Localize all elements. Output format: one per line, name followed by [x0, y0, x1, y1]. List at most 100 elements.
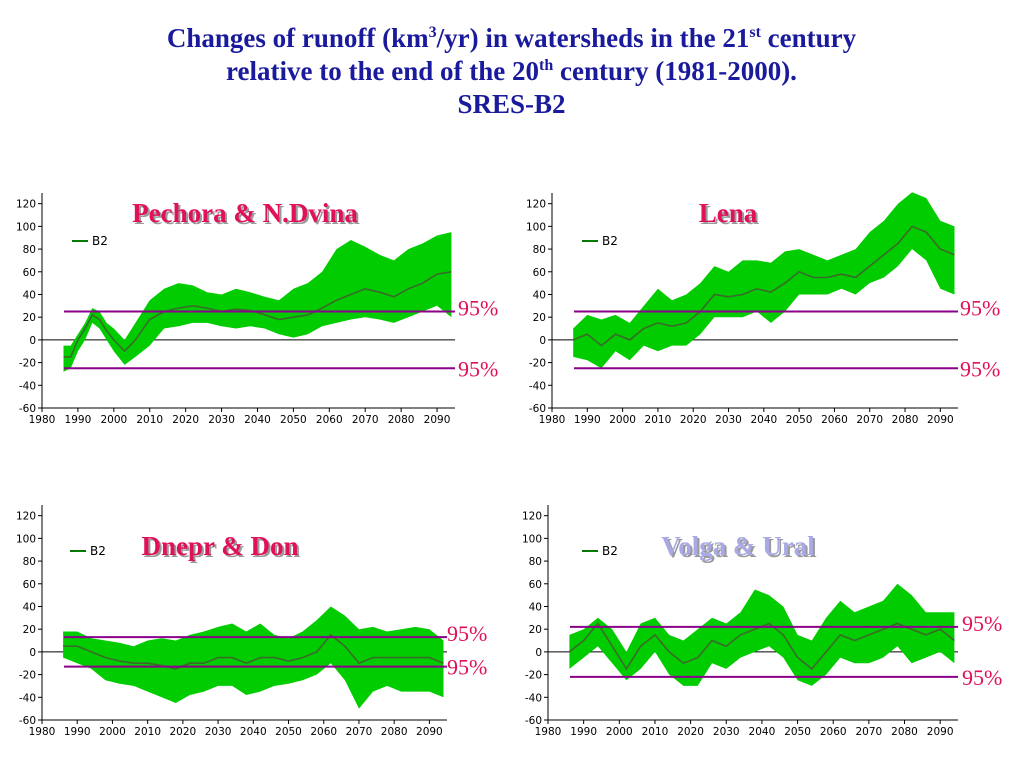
x-tick-label: 2010: [642, 726, 669, 738]
y-tick-label: 40: [533, 289, 546, 301]
x-tick-label: 2000: [609, 414, 636, 426]
x-tick-label: 2070: [346, 726, 373, 738]
title-line-3: SRES-B2: [457, 89, 566, 119]
title-line-2: relative to the end of the 20th century …: [226, 56, 797, 86]
x-tick-label: 1990: [65, 414, 92, 426]
y-tick-label: -20: [525, 670, 542, 682]
mean-line: [63, 633, 444, 670]
legend-label: B2: [90, 544, 106, 558]
x-tick-label: 2060: [820, 726, 847, 738]
x-tick-label: 2070: [352, 414, 379, 426]
threshold-label: 95%: [962, 611, 1002, 636]
chart-title-shadow: Volga & Ural: [663, 533, 817, 563]
x-tick-label: 2020: [677, 726, 704, 738]
y-tick-label: 60: [529, 579, 542, 591]
x-tick-label: 1990: [64, 726, 91, 738]
y-tick-label: 60: [23, 267, 36, 279]
x-tick-label: 2040: [240, 726, 267, 738]
y-tick-label: 20: [533, 312, 546, 324]
x-tick-label: 1980: [29, 726, 56, 738]
x-tick-label: 2060: [310, 726, 337, 738]
x-tick-label: 2010: [134, 726, 161, 738]
y-tick-label: 40: [23, 601, 36, 613]
y-tick-label: -60: [19, 403, 36, 415]
y-tick-label: 60: [533, 267, 546, 279]
y-tick-label: 20: [529, 624, 542, 636]
title-line-1: Changes of runoff (km3/yr) in watersheds…: [166, 23, 857, 53]
x-tick-label: 2010: [645, 414, 672, 426]
chart-title: Lena: [699, 198, 758, 228]
chart-title: Pechora & N.Dvina: [132, 198, 358, 228]
y-tick-label: 120: [522, 511, 542, 523]
x-tick-label: 2030: [205, 726, 232, 738]
x-tick-label: 2000: [100, 414, 127, 426]
x-tick-label: 2020: [170, 726, 197, 738]
y-tick-label: 120: [526, 199, 546, 211]
x-tick-label: 2090: [927, 726, 954, 738]
confidence-band: [573, 192, 955, 369]
threshold-label: 95%: [458, 296, 498, 321]
mean-line: [63, 271, 452, 358]
y-tick-label: 0: [539, 335, 546, 347]
y-tick-label: -40: [525, 692, 542, 704]
confidence-band: [63, 606, 444, 709]
x-tick-label: 2050: [784, 726, 811, 738]
x-tick-label: 2020: [680, 414, 707, 426]
y-tick-label: 0: [29, 335, 36, 347]
x-tick-label: 1980: [29, 414, 56, 426]
chart-title-shadow: Dnepr & Don: [143, 533, 300, 563]
confidence-band: [63, 232, 452, 372]
y-tick-label: -20: [19, 358, 36, 370]
x-tick-label: 2090: [416, 726, 443, 738]
y-tick-label: 0: [29, 647, 36, 659]
x-tick-label: 2000: [99, 726, 126, 738]
y-tick-label: -20: [529, 358, 546, 370]
x-tick-label: 1990: [570, 726, 597, 738]
y-tick-label: 120: [16, 511, 36, 523]
mean-line: [572, 225, 955, 347]
x-tick-label: 2060: [821, 414, 848, 426]
chart-title: Volga & Ural: [661, 531, 815, 561]
y-tick-label: 100: [16, 221, 36, 233]
page-title: Changes of runoff (km3/yr) in watersheds…: [0, 22, 1023, 121]
y-tick-label: 80: [533, 244, 546, 256]
x-tick-label: 2080: [891, 726, 918, 738]
y-tick-label: 80: [23, 556, 36, 568]
y-tick-label: 100: [16, 533, 36, 545]
y-tick-label: 40: [23, 289, 36, 301]
x-tick-label: 2050: [275, 726, 302, 738]
y-tick-label: 20: [23, 312, 36, 324]
x-tick-label: 2080: [381, 726, 408, 738]
x-tick-label: 2030: [208, 414, 235, 426]
x-tick-label: 2040: [749, 726, 776, 738]
x-tick-label: 2080: [892, 414, 919, 426]
legend-label: B2: [602, 544, 618, 558]
chart-title: Dnepr & Don: [141, 531, 298, 561]
threshold-label: 95%: [960, 356, 1000, 381]
x-tick-label: 1990: [574, 414, 601, 426]
threshold-label: 95%: [962, 665, 1002, 690]
chart-title-shadow: Pechora & N.Dvina: [134, 200, 360, 230]
x-tick-label: 2030: [713, 726, 740, 738]
x-tick-label: 1980: [535, 726, 562, 738]
y-tick-label: 20: [23, 624, 36, 636]
y-tick-label: -40: [19, 692, 36, 704]
x-tick-label: 2040: [244, 414, 271, 426]
x-tick-label: 2030: [715, 414, 742, 426]
y-tick-label: -60: [529, 403, 546, 415]
y-tick-label: -40: [529, 380, 546, 392]
x-tick-label: 2070: [856, 726, 883, 738]
x-tick-label: 2090: [927, 414, 954, 426]
x-tick-label: 2010: [136, 414, 163, 426]
y-tick-label: 60: [23, 579, 36, 591]
y-tick-label: -20: [19, 670, 36, 682]
y-tick-label: 40: [529, 601, 542, 613]
y-tick-label: 80: [23, 244, 36, 256]
x-tick-label: 2090: [424, 414, 451, 426]
x-tick-label: 1980: [539, 414, 566, 426]
x-tick-label: 2050: [786, 414, 813, 426]
